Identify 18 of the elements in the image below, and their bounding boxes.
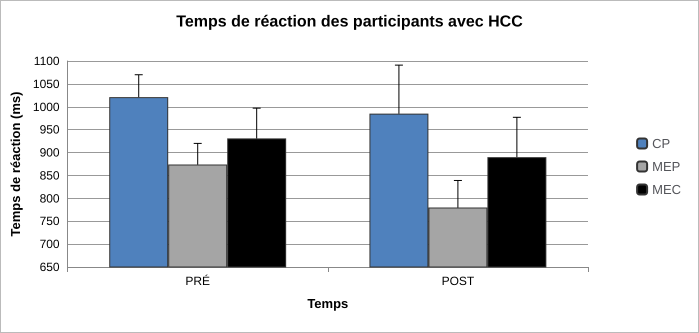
y-tick-label: 950 [40,122,60,137]
y-tick-label: 900 [40,146,60,160]
y-tick-label: 800 [40,191,60,206]
y-tick-label: 700 [40,237,60,252]
x-axis-title: Temps [307,296,348,311]
legend-label: MEP [652,159,680,174]
legend-label: MEC [652,182,681,197]
y-tick-label: 850 [40,168,60,182]
y-tick-label: 750 [40,214,60,228]
x-tick-label: PRÉ [185,274,210,288]
y-tick-label: 1050 [32,76,60,91]
y-tick-label: 1000 [32,100,60,114]
y-tick-label: 650 [40,260,60,274]
legend-label: CP [652,136,670,151]
chart-title: Temps de réaction des participants avec HCC [176,14,524,30]
x-tick-label: POST [442,274,475,288]
y-tick-label: 1100 [34,54,60,68]
y-axis-title: Temps de réaction (ms) [8,92,23,236]
